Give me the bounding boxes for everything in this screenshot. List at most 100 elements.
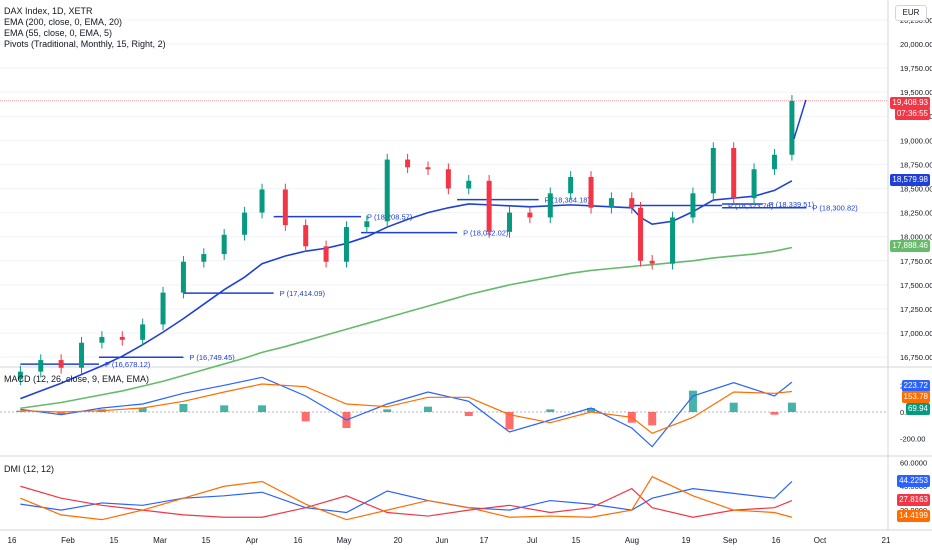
- hist-tag: 69.94: [905, 403, 930, 415]
- macd-tick-label: -200.00: [900, 435, 925, 444]
- ema-line: [20, 246, 793, 410]
- pivot-label: P (18,384.18): [545, 196, 591, 205]
- time-tick-label: Jul: [527, 536, 537, 545]
- price-tick-label: 18,750.00: [900, 160, 932, 169]
- candle-body: [710, 148, 716, 194]
- time-tick-label: May: [336, 536, 351, 545]
- ema55-tag: 18,579.98: [890, 174, 930, 186]
- candle-body: [282, 189, 288, 226]
- macd-series-line: [20, 376, 793, 448]
- candle-body: [384, 159, 390, 222]
- candle-body: [180, 261, 186, 293]
- candle-body: [405, 159, 411, 168]
- ema-line: [20, 180, 793, 400]
- time-tick-label: Feb: [61, 536, 75, 545]
- dmi-series-line: [20, 481, 793, 514]
- pivot-label: P (18,042.02): [463, 229, 509, 238]
- candle-body: [527, 212, 533, 218]
- candle-body: [221, 234, 227, 255]
- macd-histogram-bar: [57, 412, 66, 415]
- macd-histogram-bar: [587, 408, 596, 412]
- candle-body: [17, 371, 23, 380]
- projection-arrow: [793, 99, 807, 140]
- pivot-label: P (16,678.12): [105, 360, 151, 369]
- ema200-tag: 17,888.46: [890, 240, 930, 252]
- price-tick-label: 19,500.00: [900, 88, 932, 97]
- candle-body: [242, 212, 248, 235]
- macd-tag: 223.72: [901, 380, 930, 392]
- ema-lines: [20, 180, 793, 410]
- legend-ema200: EMA (200, close, 0, EMA, 20): [4, 17, 123, 27]
- candle-body: [466, 180, 472, 189]
- candle-body: [608, 198, 614, 208]
- adx-tag: 14.4199: [897, 510, 930, 522]
- price-tick-label: 16,750.00: [900, 353, 932, 362]
- candle-body: [58, 360, 64, 368]
- macd-histogram-bar: [770, 412, 779, 415]
- candle-body: [547, 193, 553, 218]
- pivot-label: P (17,414.09): [280, 289, 326, 298]
- time-tick-label: 16: [772, 536, 781, 545]
- pivot-label: P (18,323.76): [728, 201, 774, 210]
- candle-body: [690, 193, 696, 218]
- price-tick-label: 17,000.00: [900, 329, 932, 338]
- time-tick-label: Jun: [436, 536, 449, 545]
- candle-body: [259, 189, 265, 213]
- candle-body: [343, 227, 349, 262]
- price-tick-label: 18,250.00: [900, 209, 932, 218]
- macd-histogram-bar: [220, 405, 229, 412]
- time-tick-label: 20: [394, 536, 403, 545]
- candle-body: [771, 154, 777, 170]
- macd-histogram-bar: [546, 409, 555, 412]
- candle-body: [649, 260, 655, 264]
- dmi-minus-tag: 27.8163: [897, 494, 930, 506]
- macd-histogram-bar: [648, 412, 657, 426]
- currency-button[interactable]: EUR: [895, 5, 927, 21]
- legend-ema55: EMA (55, close, 0, EMA, 5): [4, 28, 113, 38]
- time-tick-label: Mar: [153, 536, 167, 545]
- grid-lines: [0, 0, 932, 531]
- candle-body: [789, 100, 795, 155]
- macd-histogram-bar: [179, 404, 188, 412]
- candle-body: [568, 176, 574, 194]
- time-axis: 16 Feb 15 Mar 15 Apr 16 May 20 Jun 17 Jul 15 Aug 19 Sep…: [8, 536, 891, 545]
- macd-histogram-bar: [464, 412, 473, 416]
- pivot-label: P (18,339.51): [769, 200, 815, 209]
- candle-body: [486, 180, 492, 232]
- macd-histogram-bar: [423, 406, 432, 412]
- dmi-pane: 20.000040.000060.0000: [20, 458, 927, 521]
- pivot-label: P (16,749.45): [189, 353, 235, 362]
- candle-body: [303, 225, 309, 247]
- candle-body: [670, 217, 676, 264]
- candle-body: [323, 246, 329, 262]
- dmi-series-line: [20, 475, 793, 521]
- dmi-plus-tag: 44.2253: [897, 475, 930, 487]
- candle-body: [201, 254, 207, 262]
- legend-pivots: Pivots (Traditional, Monthly, 15, Right,…: [4, 39, 166, 49]
- time-tick-label: 16: [8, 536, 17, 545]
- price-tick-label: 17,750.00: [900, 257, 932, 266]
- price-tick-label: 17,500.00: [900, 281, 932, 290]
- macd-histogram-bar: [138, 408, 147, 412]
- macd-series-line: [20, 383, 792, 435]
- price-axis: 16,750.00 17,000.00 17,250.00 17,500.00 17,7…: [900, 16, 932, 362]
- candle-body: [160, 292, 166, 325]
- candle-body: [731, 148, 737, 199]
- pivot-label: P (18,300.82): [812, 204, 858, 213]
- candle-body: [445, 169, 451, 189]
- time-tick-label: Oct: [814, 536, 827, 545]
- candle-body: [140, 324, 146, 340]
- time-tick-label: 21: [882, 536, 891, 545]
- signal-tag: 153.78: [901, 391, 930, 403]
- candle-body: [364, 221, 370, 228]
- legend-dmi: DMI (12, 12): [4, 464, 55, 474]
- price-tick-label: 19,000.00: [900, 136, 932, 145]
- time-tick-label: Aug: [625, 536, 639, 545]
- macd-histogram-bar: [301, 412, 310, 422]
- candle-body: [425, 167, 431, 170]
- candle-body: [629, 198, 635, 208]
- price-tick-label: 20,000.00: [900, 40, 932, 49]
- price-tick-label: 19,750.00: [900, 64, 932, 73]
- last-price-tag: 19,408.93: [890, 97, 930, 109]
- macd-histogram-bar: [729, 402, 738, 412]
